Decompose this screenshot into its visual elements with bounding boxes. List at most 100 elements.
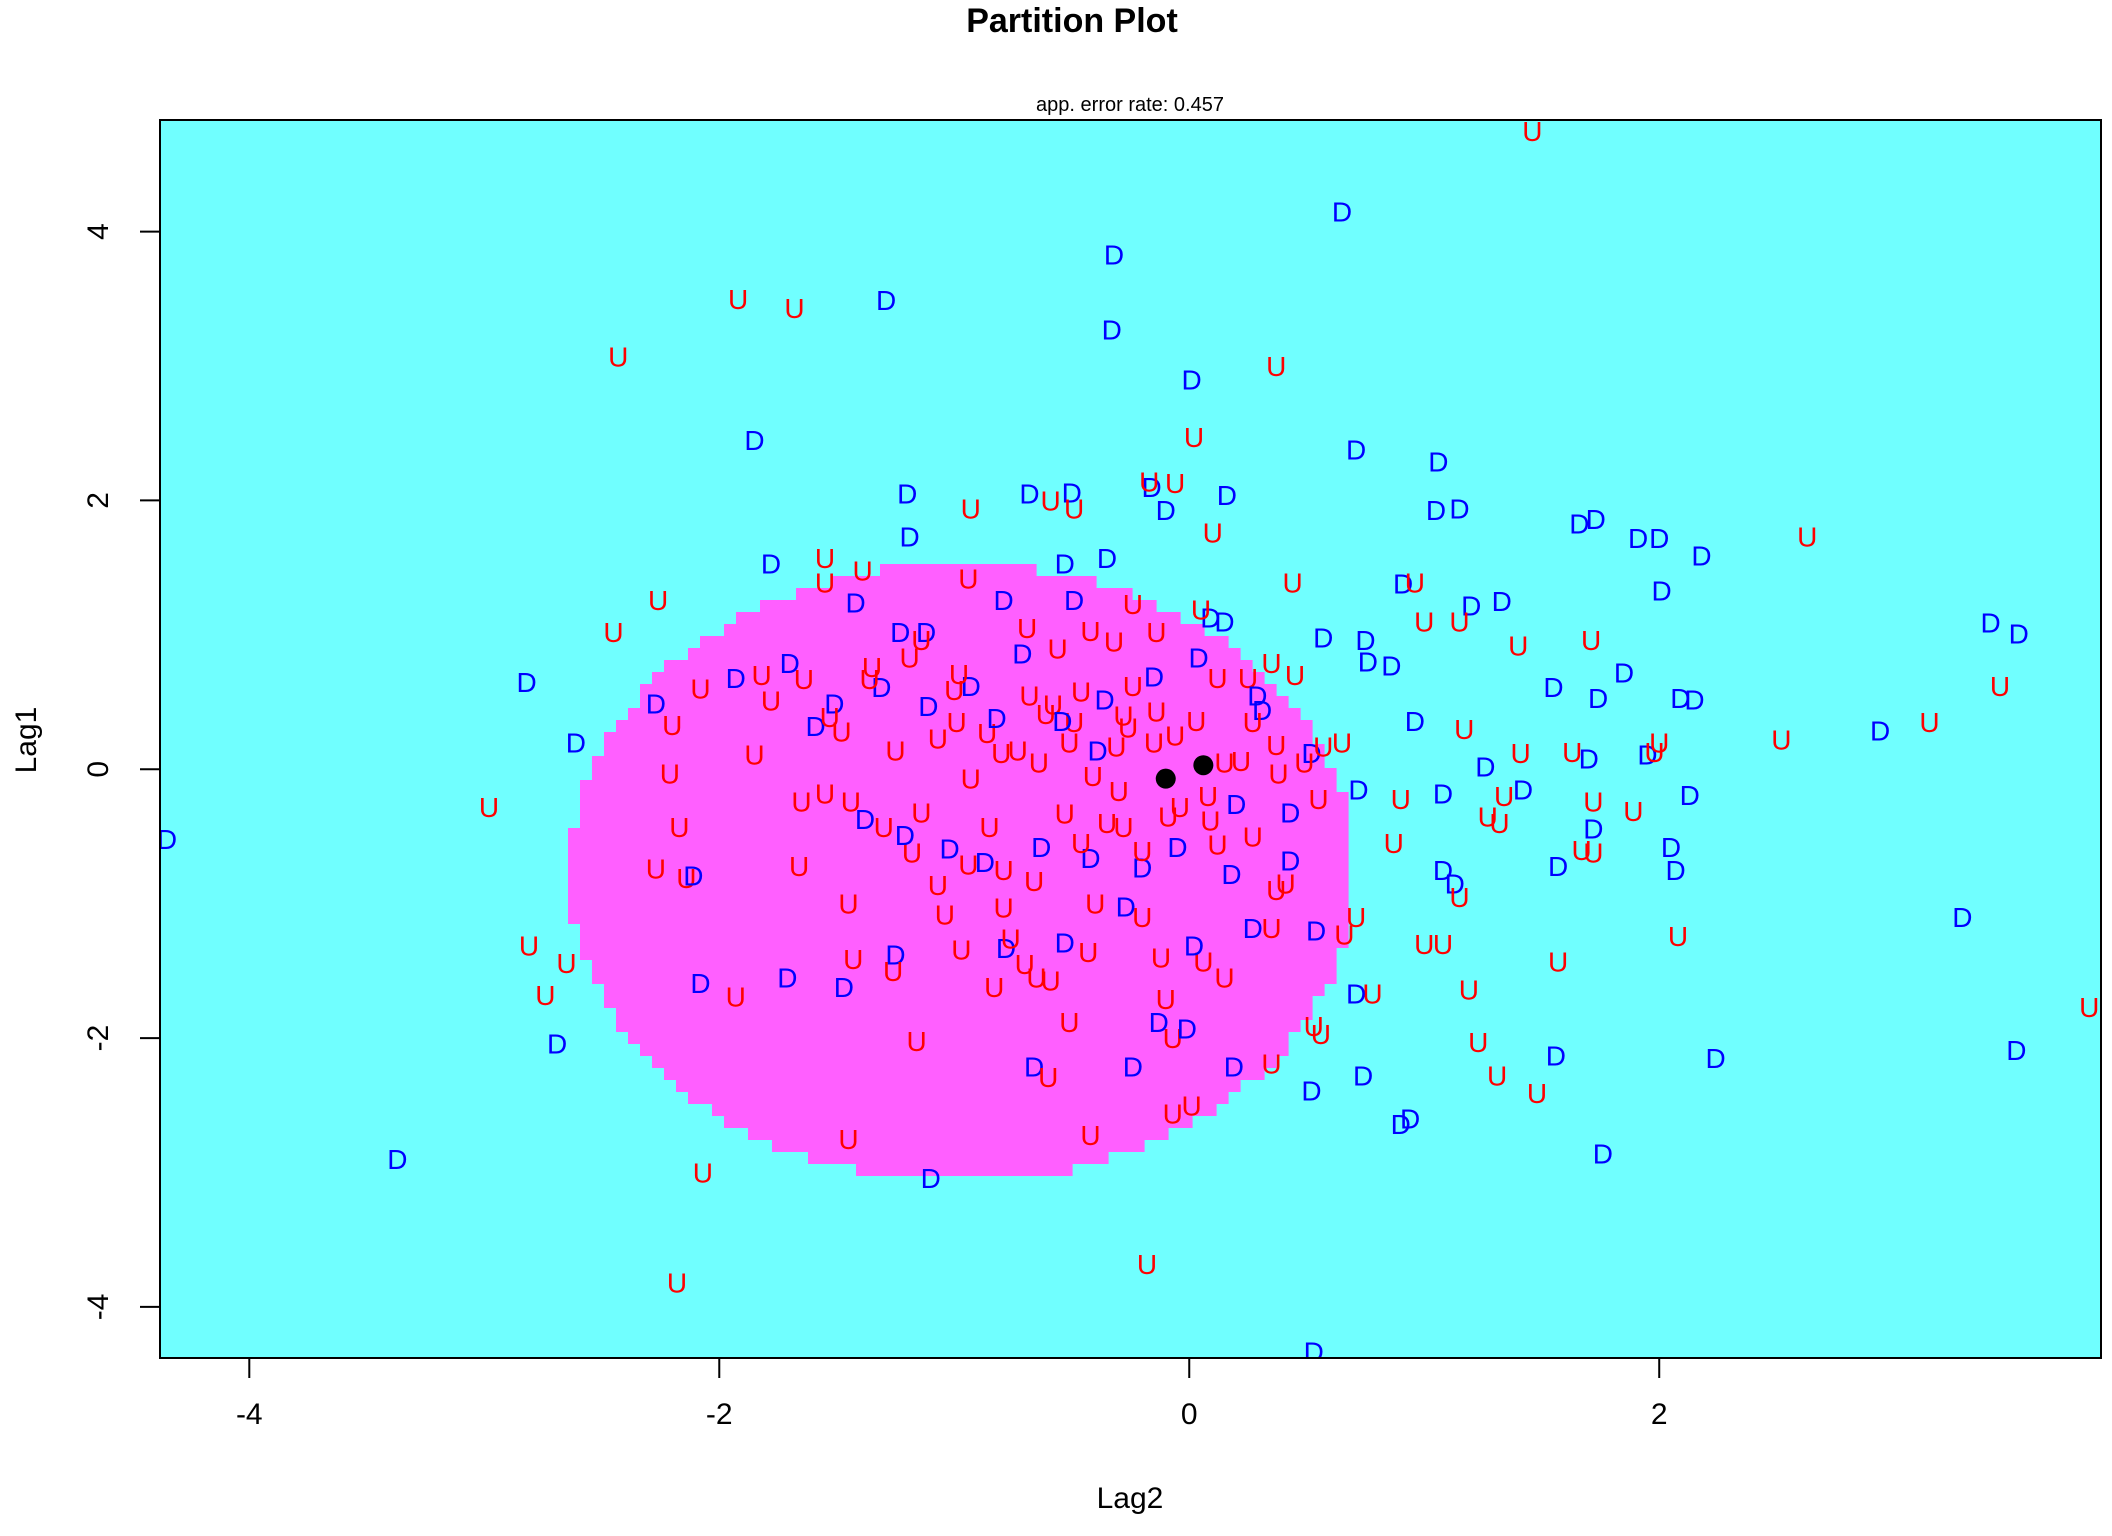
data-point-u: U [1191,594,1211,625]
data-point-u: U [958,850,978,881]
partition-region [568,564,1349,1176]
data-point-d: D [1449,493,1469,524]
data-point-d: D [1214,606,1234,637]
data-point-d: D [1393,569,1413,600]
partition-cell [892,564,905,1176]
data-point-d: D [1475,752,1495,783]
data-point-d: D [1691,541,1711,572]
data-point-d: D [1649,523,1669,554]
data-point-u: U [907,1026,927,1057]
data-point-u: U [1268,758,1288,789]
data-point-d: D [1064,585,1084,616]
data-point-d: D [2006,1035,2026,1066]
data-point-d: D [921,1163,941,1194]
partition-cell [664,660,677,1080]
data-point-d: D [993,585,1013,616]
partition-cell [1276,696,1289,1056]
data-point-u: U [984,972,1004,1003]
x-axis-label: Lag2 [1097,1482,1164,1515]
data-point-d: D [1593,1139,1613,1170]
data-point-d: D [1102,315,1122,346]
partition-cell [640,684,653,1056]
data-point-u: U [951,934,971,965]
data-point-u: U [946,707,966,738]
data-point-u: U [784,293,804,324]
data-point-d: D [1087,735,1107,766]
y-tick-label: 2 [82,492,115,509]
data-point-d: D [918,691,938,722]
partition-cell [1288,708,1301,1032]
data-point-u: U [646,854,666,885]
partition-cell [784,600,797,1152]
data-point-u: U [1238,663,1258,694]
partition-cell [1300,720,1313,1020]
data-point-u: U [1156,984,1176,1015]
data-point-u: U [1243,707,1263,738]
data-point-u: U [1308,784,1328,815]
data-point-d: D [547,1028,567,1059]
data-point-d: D [1055,928,1075,959]
data-point-u: U [1106,731,1126,762]
data-point-d: D [1583,813,1603,844]
data-point-u: U [1055,799,1075,830]
data-point-d: D [890,617,910,648]
y-axis-label: Lag1 [10,707,43,774]
data-point-u: U [958,563,978,594]
data-point-u: U [1459,975,1479,1006]
data-point-u: U [838,889,858,920]
data-point-d: D [939,834,959,865]
data-point-u: U [1623,796,1643,827]
data-point-d: D [761,549,781,580]
data-point-d: D [1586,504,1606,535]
data-point-d: D [899,522,919,553]
data-point-u: U [1059,1007,1079,1038]
data-point-u: U [662,710,682,741]
data-point-d: D [1104,239,1124,270]
data-point-d: D [1304,1336,1324,1367]
partition-cell [844,576,857,1164]
data-point-d: D [1353,1061,1373,1092]
data-point-d: D [1670,683,1690,714]
data-point-u: U [993,893,1013,924]
data-point-u: U [726,981,746,1012]
data-point-u: U [1797,522,1817,553]
data-point-u: U [1414,606,1434,637]
data-point-u: U [1181,1090,1201,1121]
data-point-u: U [556,948,576,979]
data-point-d: D [1405,706,1425,737]
data-point-u: U [991,738,1011,769]
data-point-d: D [1144,661,1164,692]
data-point-u: U [820,702,840,733]
data-point-d: D [1217,480,1237,511]
data-point-d: D [1280,797,1300,828]
data-point-u: U [1078,937,1098,968]
data-point-d: D [387,1144,407,1175]
data-point-u: U [1085,889,1105,920]
data-point-u: U [843,944,863,975]
partition-cell [868,576,881,1176]
data-point-u: U [1123,589,1143,620]
data-point-d: D [1313,623,1333,654]
partition-cell [1168,612,1181,1128]
data-point-d: D [1184,930,1204,961]
data-point-u: U [1510,738,1530,769]
data-point-d: D [1684,684,1704,715]
data-point-u: U [1139,467,1159,498]
data-point-u: U [1158,801,1178,832]
data-point-u: U [911,797,931,828]
data-point-d: D [1348,774,1368,805]
data-point-u: U [1137,1249,1157,1280]
partition-cell [1216,636,1229,1104]
chart-subtitle: app. error rate: 0.457 [1036,94,1224,116]
data-point-u: U [690,674,710,705]
data-point-u: U [1132,902,1152,933]
y-tick-label: -4 [82,1294,115,1321]
data-point-u: U [885,735,905,766]
data-point-d: D [690,968,710,999]
data-point-d: D [726,663,746,694]
data-point-u: U [1433,929,1453,960]
data-point-u: U [1083,761,1103,792]
y-tick-label: 4 [82,223,115,240]
data-point-u: U [744,739,764,770]
